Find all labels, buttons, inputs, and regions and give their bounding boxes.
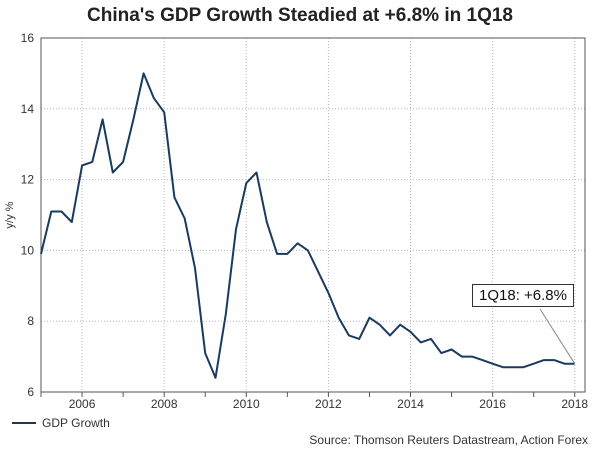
data-point [143,72,145,74]
data-point [153,97,155,99]
annotation-label: 1Q18: +6.8% [472,284,574,307]
data-point [430,338,432,340]
data-point [553,359,555,361]
series-line-gdp-growth [40,72,575,379]
y-tick-label: 6 [27,385,34,399]
y-tick-label: 16 [21,31,35,45]
y-tick-label: 10 [21,243,35,257]
data-point [286,253,288,255]
data-point [481,359,483,361]
y-tick-label: 8 [27,314,34,328]
data-point [348,334,350,336]
data-point [440,352,442,354]
data-point [194,267,196,269]
x-tick-label: 2012 [315,397,342,411]
data-point [256,172,258,174]
legend-swatch [12,422,36,424]
data-point [368,317,370,319]
data-point [225,313,227,315]
data-point [563,363,565,365]
data-point [389,334,391,336]
data-point [276,253,278,255]
axes: 6 8 10 12 14 16 2006 2008 2010 2012 2014 2016 2018 y/… [4,31,588,411]
data-point [91,161,93,163]
data-point [338,317,340,319]
data-point [40,253,42,255]
data-point [533,363,535,365]
grid [41,37,585,392]
data-point [173,196,175,198]
x-tick-label: 2006 [69,397,96,411]
y-tick-label: 12 [21,173,35,187]
source-note: Source: Thomson Reuters Datastream, Acti… [309,433,588,447]
data-point [471,356,473,358]
legend: GDP Growth [12,416,110,430]
data-point [297,242,299,244]
data-point [358,338,360,340]
data-point [512,366,514,368]
data-point [112,172,114,174]
data-point [307,249,309,251]
y-axis-label: y/y % [4,201,16,228]
series-layer [40,72,575,379]
x-tick-label: 2008 [151,397,178,411]
annotation-leader [539,308,576,364]
data-point [50,210,52,212]
x-tick-label: 2010 [233,397,260,411]
x-tick-label: 2018 [561,397,588,411]
data-point [502,366,504,368]
data-point [266,221,268,223]
x-tick-label: 2016 [479,397,506,411]
data-point [122,161,124,163]
data-point [317,271,319,273]
data-point [379,324,381,326]
data-point [327,292,329,294]
data-point [451,349,453,351]
data-point [214,377,216,379]
data-point [461,356,463,358]
data-point [399,324,401,326]
data-point [420,341,422,343]
data-point [522,366,524,368]
data-point [61,210,63,212]
data-point [184,218,186,220]
data-point [235,228,237,230]
x-tick-label: 2014 [397,397,424,411]
data-point [132,118,134,120]
data-point [245,182,247,184]
plot-frame [40,37,586,393]
chart-title: China's GDP Growth Steadied at +6.8% in … [87,5,513,26]
data-point [204,352,206,354]
data-point [102,118,104,120]
data-point [81,164,83,166]
data-point [410,331,412,333]
data-point [492,363,494,365]
data-point [543,359,545,361]
data-point [163,111,165,113]
y-tick-label: 14 [21,102,35,116]
data-point [71,221,73,223]
legend-label: GDP Growth [42,416,110,430]
